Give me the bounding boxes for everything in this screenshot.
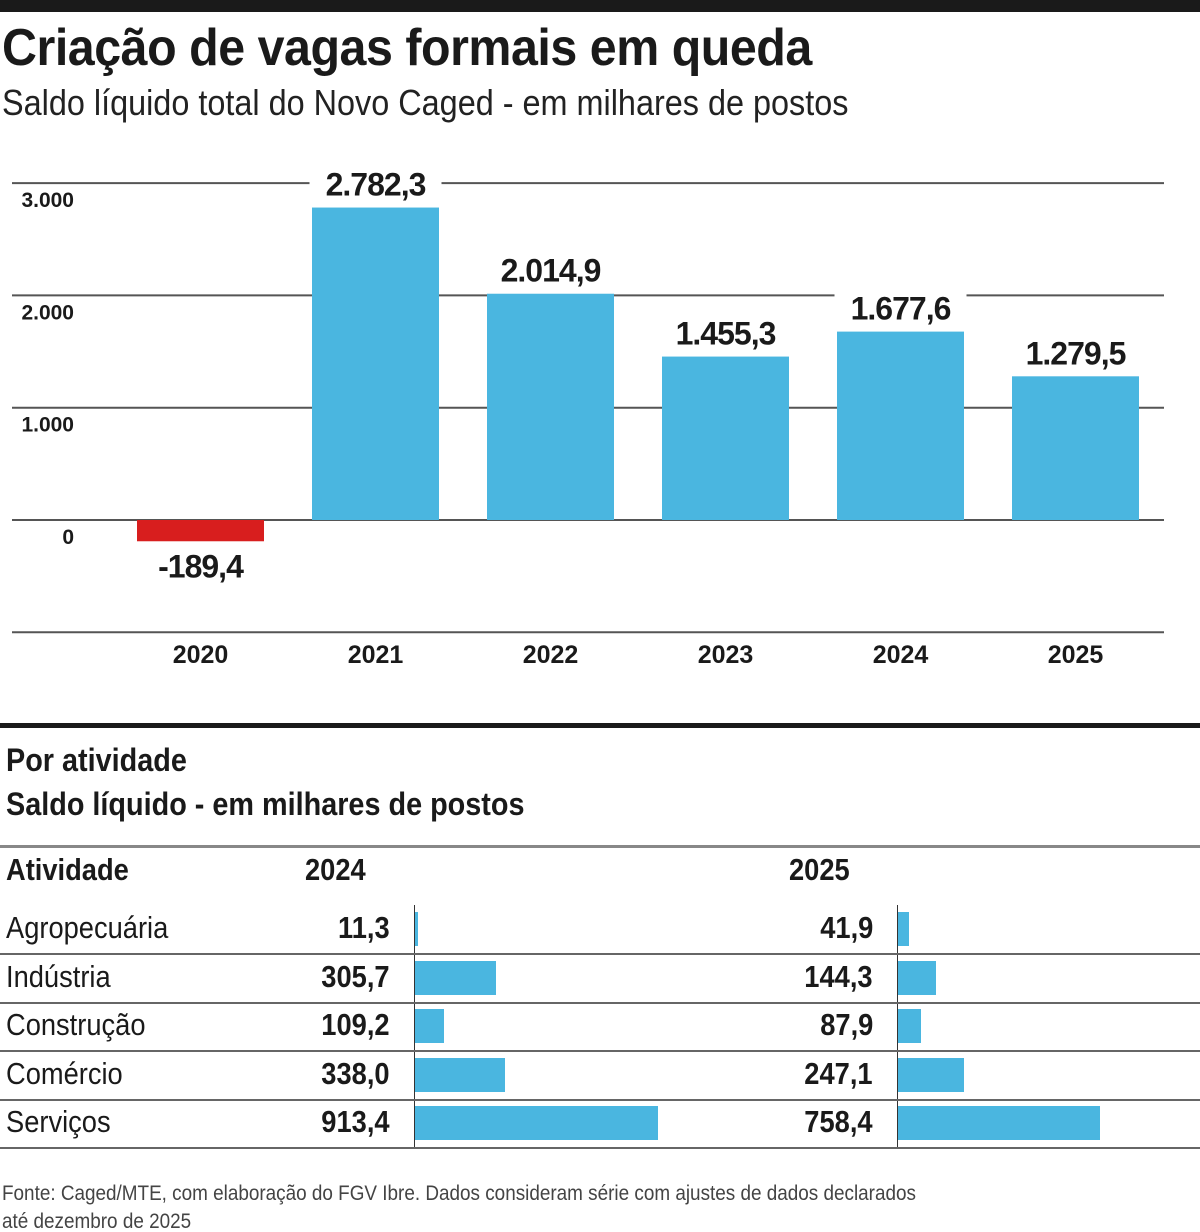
bar-2024-Serviços — [415, 1106, 658, 1140]
chart-subtitle: Saldo líquido total do Novo Caged - em m… — [2, 82, 849, 123]
row-label: Indústria — [6, 958, 111, 994]
value-label: 1.677,6 — [851, 291, 951, 327]
value-2025: 41,9 — [819, 910, 873, 945]
value-label: -189,4 — [158, 548, 244, 584]
top-rule — [0, 0, 1200, 12]
value-label-bg — [309, 165, 442, 202]
x-tick-label: 2024 — [873, 641, 929, 669]
axis-2024 — [414, 905, 415, 1148]
value-label-bg — [834, 289, 967, 326]
y-tick-label: 1.000 — [21, 414, 74, 437]
section-divider — [0, 723, 1200, 728]
bar-2024-Agropecuária — [415, 912, 418, 946]
value-label-bg — [1009, 334, 1142, 371]
axis-2025 — [897, 905, 898, 1148]
value-2024: 913,4 — [321, 1104, 390, 1139]
x-tick-label: 2022 — [523, 641, 579, 669]
bar-2024 — [837, 331, 964, 520]
source-note: Fonte: Caged/MTE, com elaboração do FGV … — [2, 1182, 916, 1232]
row-label: Comércio — [6, 1055, 123, 1091]
value-2025: 87,9 — [819, 1007, 873, 1042]
section-title: Por atividade — [6, 742, 187, 778]
y-tick-label: 2.000 — [21, 301, 74, 324]
value-label: 2.782,3 — [326, 167, 426, 203]
chart-title: Criação de vagas formais em queda — [2, 19, 812, 77]
value-label: 1.279,5 — [1026, 335, 1126, 371]
row-label: Agropecuária — [6, 910, 169, 945]
bar-2024-Comércio — [415, 1057, 505, 1092]
row-label: Serviços — [6, 1104, 111, 1139]
bar-2025-Serviços — [898, 1106, 1100, 1140]
value-label-bg — [484, 251, 617, 288]
row-divider — [0, 1098, 1200, 1101]
bar-2025-Indústria — [898, 960, 937, 995]
value-2025: 247,1 — [804, 1055, 873, 1091]
value-label: 2.014,9 — [501, 253, 601, 289]
x-tick-label: 2023 — [698, 641, 754, 669]
value-2025: 758,4 — [804, 1104, 873, 1139]
bar-2025 — [1012, 376, 1139, 520]
bar-2025-Agropecuária — [898, 912, 910, 946]
bar-2021 — [312, 207, 439, 520]
section-subtitle: Saldo líquido - em milhares de postos — [6, 786, 525, 822]
bar-2024-Indústria — [415, 960, 497, 995]
y-tick-label: 0 — [62, 526, 74, 549]
value-label: 1.455,3 — [676, 316, 776, 352]
bar-2024-Construção — [415, 1009, 445, 1043]
bar-2023 — [662, 356, 789, 520]
bar-2025-Construção — [898, 1009, 922, 1043]
bar-2025-Comércio — [898, 1057, 964, 1092]
bar-2020 — [137, 520, 264, 542]
x-tick-label: 2025 — [1048, 641, 1104, 669]
x-tick-label: 2020 — [173, 641, 229, 669]
row-divider — [0, 1050, 1200, 1052]
value-2024: 338,0 — [321, 1055, 390, 1091]
row-label: Construção — [6, 1007, 146, 1042]
value-label-bg — [134, 547, 267, 584]
header-2024: 2024 — [305, 852, 366, 887]
value-2024: 109,2 — [321, 1007, 390, 1042]
row-divider — [0, 1147, 1200, 1149]
value-2024: 11,3 — [338, 910, 390, 945]
value-2024: 305,7 — [321, 958, 390, 994]
header-2025: 2025 — [789, 852, 850, 887]
x-tick-label: 2021 — [348, 641, 404, 669]
annual-bar-chart: 3.000 2.000 1.000 0 -189,4 2020 2.782,3 2021 2.0… — [12, 165, 1164, 669]
bar-2022 — [487, 293, 614, 520]
value-label-bg — [659, 314, 792, 351]
value-2025: 144,3 — [804, 958, 873, 994]
row-divider — [0, 1001, 1200, 1004]
y-tick-label: 3.000 — [21, 189, 74, 212]
row-divider — [0, 953, 1200, 955]
table-top-rule — [0, 845, 1200, 848]
header-activity: Atividade — [6, 852, 129, 887]
